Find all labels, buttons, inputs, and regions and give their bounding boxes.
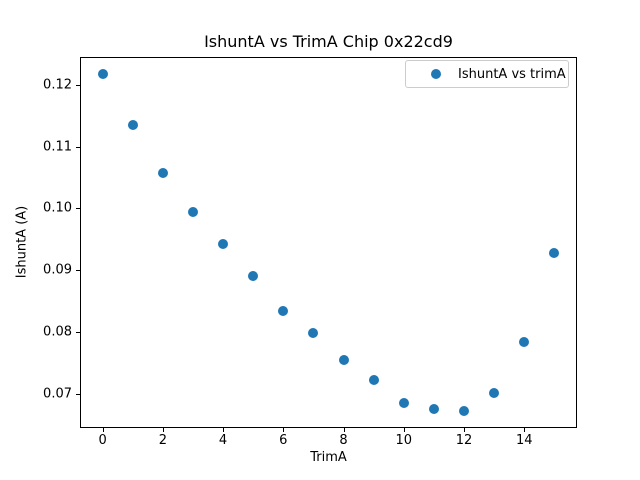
y-tick-label: 0.08 bbox=[43, 324, 72, 340]
y-axis-label: IshuntA (A) bbox=[14, 205, 30, 279]
scatter-point bbox=[428, 404, 439, 415]
scatter-point bbox=[549, 248, 560, 258]
x-tick-label: 2 bbox=[158, 433, 167, 448]
legend-label: IshuntA vs trimA bbox=[458, 66, 566, 82]
x-tick-mark bbox=[524, 428, 526, 432]
scatter-point bbox=[248, 270, 259, 281]
scatter-point bbox=[519, 337, 530, 348]
x-tick-mark bbox=[403, 428, 405, 432]
y-tick-mark bbox=[76, 84, 80, 86]
scatter-point bbox=[338, 354, 349, 365]
y-tick-mark bbox=[76, 270, 80, 272]
scatter-point bbox=[187, 207, 198, 218]
scatter-point bbox=[368, 375, 379, 386]
legend-marker-icon bbox=[431, 69, 441, 79]
y-tick-mark bbox=[76, 332, 80, 334]
x-tick-label: 6 bbox=[279, 433, 288, 448]
y-tick-mark bbox=[76, 208, 80, 210]
scatter-point bbox=[97, 68, 108, 79]
x-tick-mark bbox=[223, 428, 225, 432]
y-tick-label: 0.07 bbox=[43, 386, 72, 402]
x-tick-label: 12 bbox=[455, 433, 473, 448]
scatter-point bbox=[308, 327, 319, 338]
x-tick-label: 10 bbox=[395, 433, 413, 448]
y-tick-mark bbox=[76, 393, 80, 395]
x-tick-label: 14 bbox=[516, 433, 533, 448]
legend: IshuntA vs trimA bbox=[405, 60, 569, 88]
scatter-point bbox=[489, 387, 500, 398]
x-tick-mark bbox=[464, 428, 466, 432]
y-tick-label: 0.11 bbox=[43, 139, 72, 155]
x-tick-mark bbox=[162, 428, 164, 432]
x-axis-label: TrimA bbox=[310, 450, 347, 465]
y-tick-label: 0.09 bbox=[43, 262, 72, 278]
chart-title: IshuntA vs TrimA Chip 0x22cd9 bbox=[204, 32, 453, 51]
plot-area bbox=[80, 57, 577, 428]
x-tick-mark bbox=[343, 428, 345, 432]
x-tick-mark bbox=[102, 428, 104, 432]
x-tick-label: 4 bbox=[218, 433, 228, 448]
scatter-point bbox=[459, 406, 470, 417]
scatter-point bbox=[278, 306, 289, 317]
scatter-point bbox=[157, 168, 168, 179]
y-tick-label: 0.12 bbox=[43, 77, 72, 93]
y-tick-mark bbox=[76, 146, 80, 148]
y-tick-label: 0.10 bbox=[43, 200, 72, 216]
x-tick-label: 0 bbox=[98, 433, 107, 448]
scatter-point bbox=[398, 397, 409, 408]
scatter-point bbox=[218, 238, 229, 249]
scatter-point bbox=[127, 120, 138, 131]
x-tick-label: 8 bbox=[339, 433, 348, 448]
x-tick-mark bbox=[283, 428, 285, 432]
